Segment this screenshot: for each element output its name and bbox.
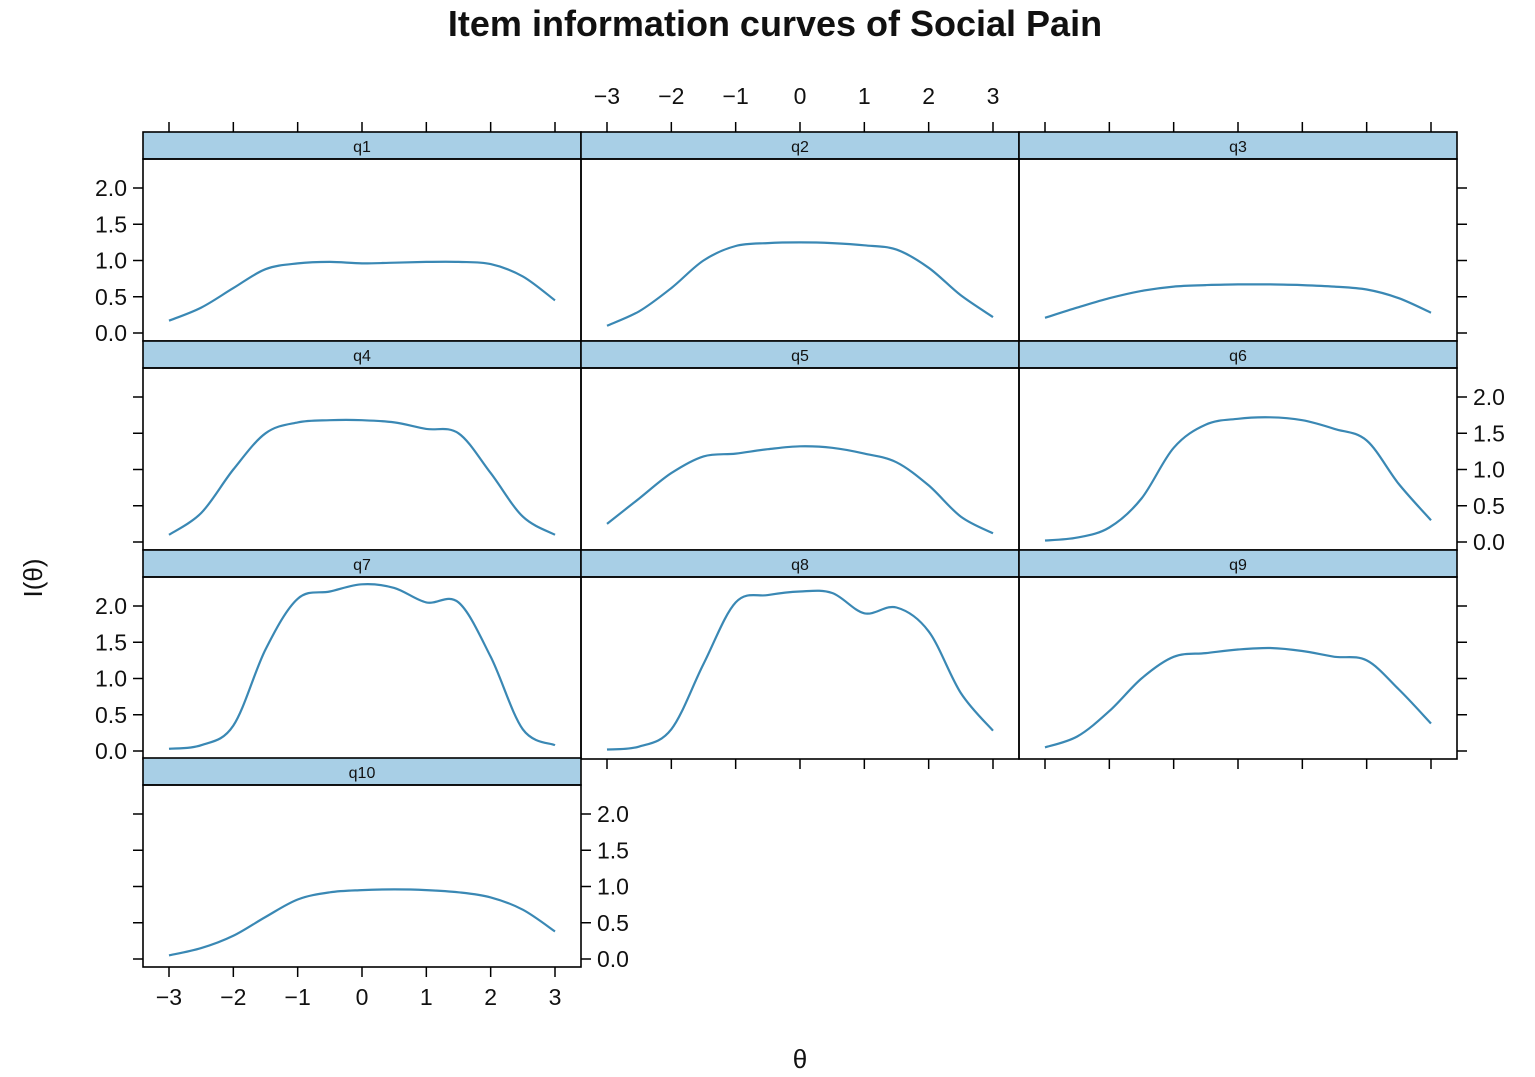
axes-layer: 0.0 0.5 1.0 1.5 2.0 0.0 0.5 1.0 1.5 2.0 0.0 0.5 1.0 1… xyxy=(95,83,1505,1010)
series-line-q10 xyxy=(168,888,556,957)
plot-frame-q1 xyxy=(142,158,582,342)
y-tick-label-r0-4: 2.0 xyxy=(95,175,127,201)
y-tick-label-r3-4: 2.0 xyxy=(597,801,629,827)
x-tick-label-top-4: 1 xyxy=(858,83,871,109)
strip-label-q3: q3 xyxy=(1229,139,1247,156)
y-tick-label-r2-3: 1.5 xyxy=(95,629,127,655)
chart-title: Item information curves of Social Pain xyxy=(448,3,1102,44)
x-tick-label-bottom-5: 2 xyxy=(484,984,497,1010)
plot-frame-q5 xyxy=(580,367,1020,551)
y-tick-label-r0-3: 1.5 xyxy=(95,211,127,237)
panel-q1: q1 xyxy=(142,131,582,342)
strip-label-q2: q2 xyxy=(791,139,809,156)
series-line-q2 xyxy=(606,241,994,327)
series-line-q6 xyxy=(1044,416,1432,542)
strip-q2 xyxy=(580,131,1020,160)
strip-label-q1: q1 xyxy=(353,139,371,156)
plot-frame-q4 xyxy=(142,367,582,551)
panel-q10: q10 xyxy=(142,757,582,968)
y-tick-label-r3-1: 0.5 xyxy=(597,910,629,936)
strip-label-q8: q8 xyxy=(791,557,809,574)
panel-q7: q7 xyxy=(142,549,582,760)
plot-frame-q3 xyxy=(1018,158,1458,342)
plot-frame-q2 xyxy=(580,158,1020,342)
x-tick-label-top-2: −1 xyxy=(723,83,749,109)
x-tick-label-bottom-0: −3 xyxy=(156,984,182,1010)
y-tick-label-r2-1: 0.5 xyxy=(95,702,127,728)
x-tick-label-top-6: 3 xyxy=(987,83,1000,109)
x-tick-label-top-5: 2 xyxy=(922,83,935,109)
panels-layer: q1 q2 q3 q4 q5 q6 q7 q8 q9 q10 xyxy=(142,131,1458,968)
panel-q3: q3 xyxy=(1018,131,1458,342)
x-tick-label-bottom-2: −1 xyxy=(285,984,311,1010)
series-line-q3 xyxy=(1044,283,1432,319)
x-tick-label-bottom-3: 0 xyxy=(356,984,369,1010)
series-line-q1 xyxy=(168,260,556,322)
y-tick-label-r2-4: 2.0 xyxy=(95,593,127,619)
y-tick-label-r2-0: 0.0 xyxy=(95,738,127,764)
panel-q4: q4 xyxy=(142,340,582,551)
x-axis-title: θ xyxy=(793,1044,807,1074)
panel-q8: q8 xyxy=(580,549,1020,760)
strip-q6 xyxy=(1018,340,1458,369)
strip-label-q10: q10 xyxy=(349,765,376,782)
y-tick-label-r1-1: 0.5 xyxy=(1473,493,1505,519)
y-tick-label-r3-3: 1.5 xyxy=(597,837,629,863)
plot-frame-q8 xyxy=(580,576,1020,760)
y-tick-label-r3-0: 0.0 xyxy=(597,946,629,972)
strip-q8 xyxy=(580,549,1020,578)
series-line-q8 xyxy=(606,589,994,751)
strip-q1 xyxy=(142,131,582,160)
y-tick-label-r0-2: 1.0 xyxy=(95,248,127,274)
y-tick-label-r3-2: 1.0 xyxy=(597,874,629,900)
panel-q5: q5 xyxy=(580,340,1020,551)
y-tick-label-r2-2: 1.0 xyxy=(95,666,127,692)
y-tick-label-r1-2: 1.0 xyxy=(1473,457,1505,483)
strip-label-q7: q7 xyxy=(353,557,371,574)
panel-q6: q6 xyxy=(1018,340,1458,551)
x-tick-label-top-0: −3 xyxy=(594,83,620,109)
plot-frame-q6 xyxy=(1018,367,1458,551)
x-tick-label-top-3: 0 xyxy=(794,83,807,109)
y-axis-title: I(θ) xyxy=(18,559,48,598)
y-tick-label-r1-4: 2.0 xyxy=(1473,384,1505,410)
strip-label-q4: q4 xyxy=(353,348,371,365)
y-tick-label-r0-1: 0.5 xyxy=(95,284,127,310)
plot-frame-q7 xyxy=(142,576,582,760)
x-tick-label-bottom-4: 1 xyxy=(420,984,433,1010)
series-line-q7 xyxy=(168,583,556,750)
y-tick-label-r1-3: 1.5 xyxy=(1473,420,1505,446)
series-line-q5 xyxy=(606,445,994,535)
series-line-q9 xyxy=(1044,646,1432,749)
y-tick-label-r1-0: 0.0 xyxy=(1473,529,1505,555)
panel-q2: q2 xyxy=(580,131,1020,342)
x-tick-label-top-1: −2 xyxy=(658,83,684,109)
strip-label-q5: q5 xyxy=(791,348,809,365)
series-line-q4 xyxy=(168,418,556,536)
strip-label-q6: q6 xyxy=(1229,348,1247,365)
plot-frame-q10 xyxy=(142,784,582,968)
x-tick-label-bottom-1: −2 xyxy=(220,984,246,1010)
strip-label-q9: q9 xyxy=(1229,557,1247,574)
y-tick-label-r0-0: 0.0 xyxy=(95,320,127,346)
panel-q9: q9 xyxy=(1018,549,1458,760)
x-tick-label-bottom-6: 3 xyxy=(549,984,562,1010)
